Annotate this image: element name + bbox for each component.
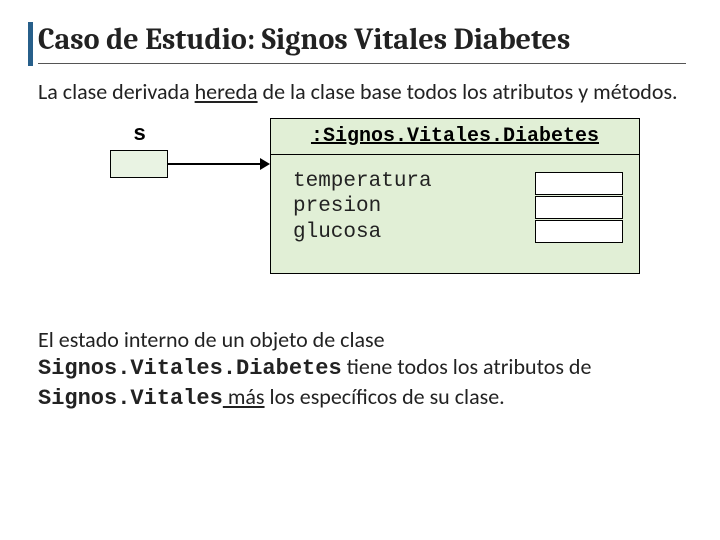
object-body: temperatura presion glucosa [271, 155, 639, 273]
conclusion-paragraph: El estado interno de un objeto de clase … [38, 326, 686, 413]
variable-slot [110, 150, 168, 178]
page-title: Caso de Estudio: Signos Vitales Diabetes [38, 18, 686, 64]
attribute-slot-2 [535, 196, 623, 219]
concl-c: los específicos de su clase. [265, 383, 505, 410]
concl-a: El estado interno de un objeto de clase [38, 326, 385, 353]
object-box: :Signos.Vitales.Diabetes temperatura pre… [270, 118, 640, 274]
intro-underlined: hereda [195, 78, 258, 105]
reference-arrow-line [168, 163, 262, 165]
concl-mono-1: Signos.Vitales.Diabetes [38, 356, 342, 381]
attribute-slot-3 [535, 220, 623, 243]
reference-arrow-head [260, 158, 270, 170]
intro-text-a: La clase derivada [38, 78, 195, 105]
concl-under: más [223, 383, 265, 410]
variable-label: s [133, 122, 146, 147]
intro-text-b: de la clase base todos los atributos y m… [258, 78, 678, 105]
title-accent-bar [28, 22, 33, 66]
slide-root: Caso de Estudio: Signos Vitales Diabetes… [0, 0, 720, 540]
object-diagram: s :Signos.Vitales.Diabetes temperatura p… [38, 120, 686, 308]
concl-b: tiene todos los atributos de [342, 353, 592, 380]
attribute-slot-1 [535, 172, 623, 195]
object-class-title: :Signos.Vitales.Diabetes [271, 119, 639, 155]
concl-mono-2: Signos.Vitales [38, 386, 223, 411]
intro-paragraph: La clase derivada hereda de la clase bas… [38, 78, 686, 106]
